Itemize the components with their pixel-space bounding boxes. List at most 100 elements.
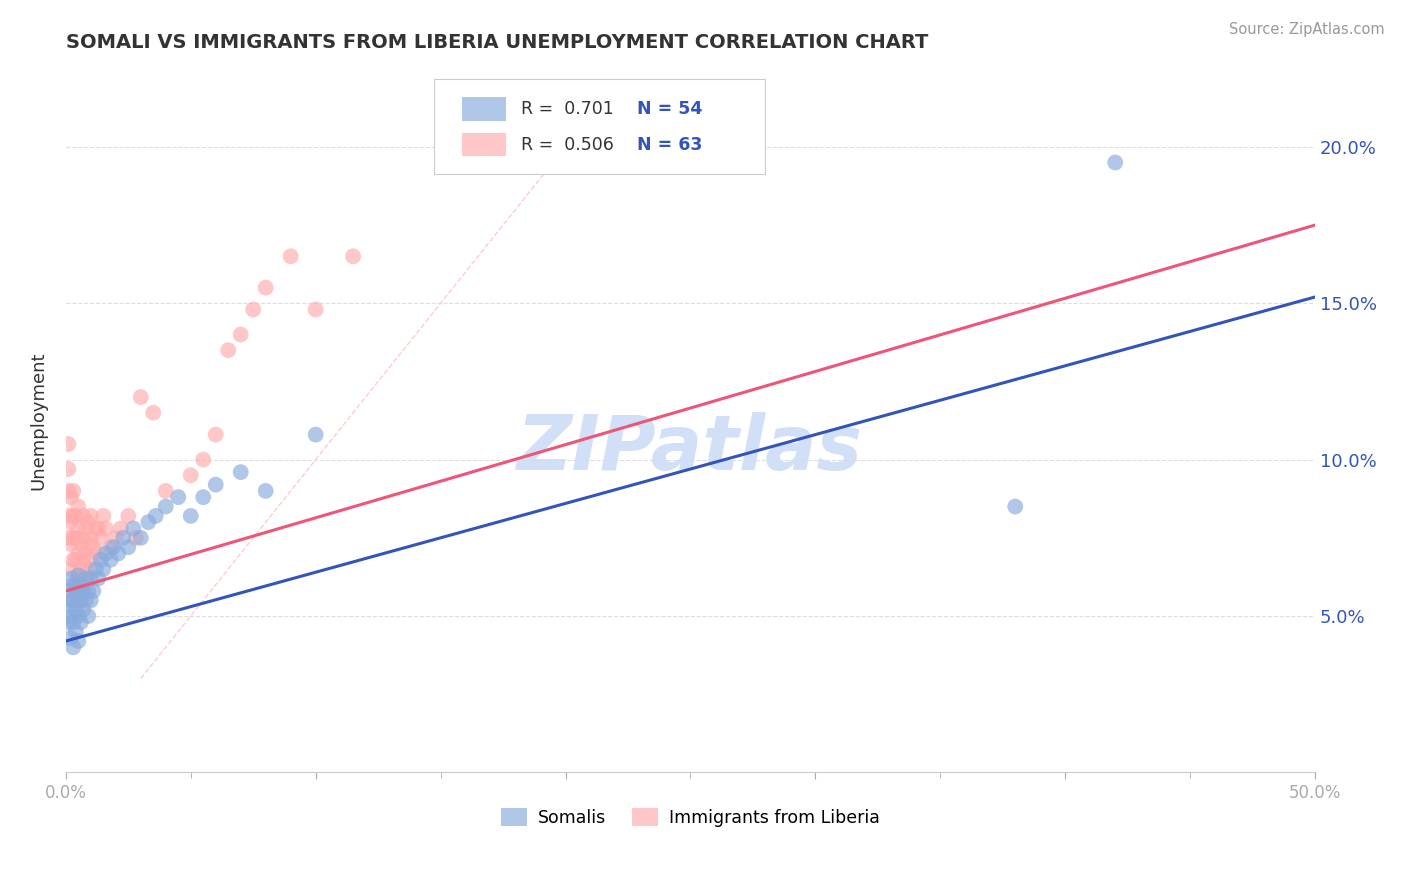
- Point: [59, 593, 82, 607]
- Point: [69, 584, 91, 599]
- Point: [254, 280, 277, 294]
- Point: [1004, 500, 1026, 514]
- Point: [82, 540, 104, 554]
- Point: [94, 521, 117, 535]
- Point: [136, 515, 159, 529]
- Point: [65, 603, 87, 617]
- Point: [72, 531, 94, 545]
- Point: [193, 452, 215, 467]
- Point: [69, 593, 91, 607]
- Point: [122, 521, 145, 535]
- Point: [80, 572, 103, 586]
- Point: [59, 562, 82, 576]
- Point: [77, 515, 100, 529]
- Point: [305, 302, 328, 317]
- Point: [58, 599, 80, 614]
- Point: [103, 540, 125, 554]
- Point: [117, 508, 139, 523]
- Point: [229, 327, 252, 342]
- Point: [217, 343, 239, 358]
- Point: [80, 593, 103, 607]
- Point: [69, 615, 91, 630]
- Point: [67, 593, 90, 607]
- Text: N = 63: N = 63: [637, 136, 702, 153]
- Point: [1104, 155, 1126, 169]
- Point: [65, 531, 87, 545]
- Point: [167, 490, 190, 504]
- Point: [67, 609, 90, 624]
- Point: [62, 578, 84, 592]
- Point: [72, 508, 94, 523]
- Point: [77, 584, 100, 599]
- Point: [129, 390, 152, 404]
- Point: [204, 427, 226, 442]
- Point: [69, 537, 91, 551]
- Text: SOMALI VS IMMIGRANTS FROM LIBERIA UNEMPLOYMENT CORRELATION CHART: SOMALI VS IMMIGRANTS FROM LIBERIA UNEMPL…: [66, 33, 928, 52]
- Point: [75, 568, 97, 582]
- Point: [155, 500, 177, 514]
- Point: [58, 437, 80, 451]
- Point: [75, 546, 97, 560]
- Point: [72, 578, 94, 592]
- Point: [62, 640, 84, 655]
- Point: [62, 508, 84, 523]
- Point: [112, 531, 135, 545]
- Point: [91, 508, 114, 523]
- Text: R =  0.701: R = 0.701: [520, 100, 613, 118]
- Bar: [461, 97, 506, 120]
- Point: [90, 552, 112, 566]
- Point: [59, 515, 82, 529]
- Point: [69, 562, 91, 576]
- Legend: Somalis, Immigrants from Liberia: Somalis, Immigrants from Liberia: [495, 801, 886, 834]
- Point: [65, 508, 87, 523]
- Point: [65, 624, 87, 639]
- Point: [72, 552, 94, 566]
- Point: [82, 584, 104, 599]
- Text: N = 54: N = 54: [637, 100, 702, 118]
- Point: [65, 552, 87, 566]
- Point: [229, 465, 252, 479]
- Point: [129, 531, 152, 545]
- Point: [58, 483, 80, 498]
- Point: [77, 562, 100, 576]
- Text: ZIPatlas: ZIPatlas: [517, 412, 863, 485]
- Bar: [461, 133, 506, 156]
- Point: [75, 593, 97, 607]
- Point: [100, 552, 122, 566]
- Point: [67, 568, 90, 582]
- Point: [204, 477, 226, 491]
- Point: [59, 537, 82, 551]
- Point: [142, 406, 165, 420]
- Point: [67, 634, 90, 648]
- Point: [72, 603, 94, 617]
- Point: [58, 584, 80, 599]
- Point: [94, 546, 117, 560]
- Text: Source: ZipAtlas.com: Source: ZipAtlas.com: [1229, 22, 1385, 37]
- Point: [117, 540, 139, 554]
- Point: [65, 584, 87, 599]
- Point: [77, 609, 100, 624]
- Point: [77, 537, 100, 551]
- Point: [67, 521, 90, 535]
- Point: [69, 578, 91, 592]
- Point: [107, 546, 129, 560]
- Point: [59, 631, 82, 645]
- Point: [305, 427, 328, 442]
- Point: [80, 508, 103, 523]
- Point: [62, 552, 84, 566]
- Point: [180, 468, 202, 483]
- Point: [62, 483, 84, 498]
- Point: [342, 249, 364, 263]
- Point: [58, 531, 80, 545]
- Point: [58, 508, 80, 523]
- Point: [58, 615, 80, 630]
- Point: [242, 302, 264, 317]
- Point: [67, 500, 90, 514]
- Point: [87, 546, 110, 560]
- Y-axis label: Unemployment: Unemployment: [30, 351, 46, 490]
- Point: [87, 521, 110, 535]
- Point: [84, 562, 107, 576]
- Point: [87, 572, 110, 586]
- Point: [155, 483, 177, 498]
- Point: [193, 490, 215, 504]
